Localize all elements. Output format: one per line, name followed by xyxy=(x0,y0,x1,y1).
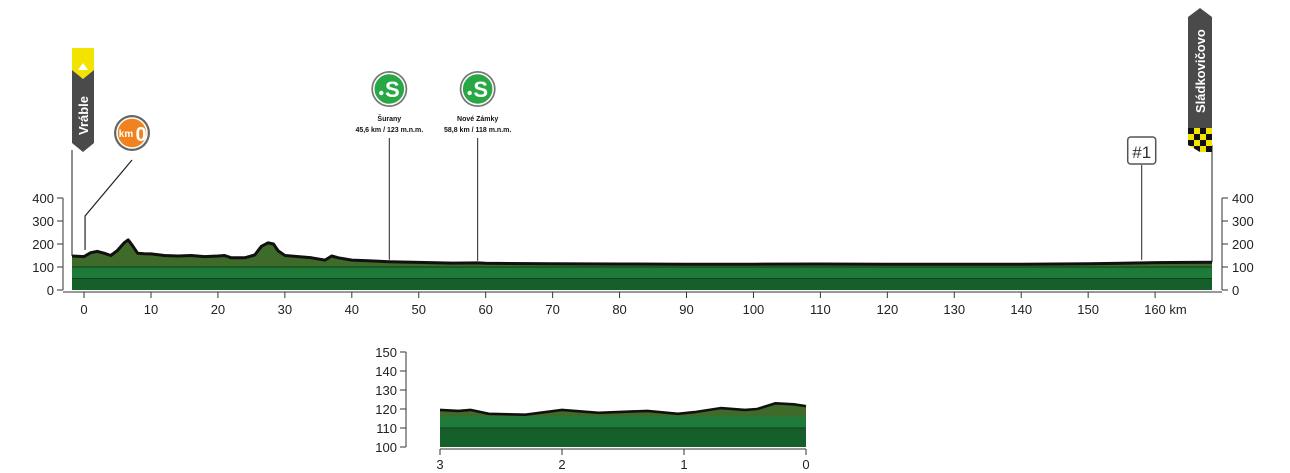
inset-band xyxy=(440,428,806,447)
finish-town-label: Sládkovičovo xyxy=(1193,29,1208,113)
km0-badge xyxy=(116,117,148,149)
x-tick-label: 20 xyxy=(211,302,225,317)
finish-checker xyxy=(1206,134,1212,140)
y-tick-label-left: 200 xyxy=(32,237,54,252)
sprint-badge xyxy=(461,72,494,106)
inset-y-tick-label: 120 xyxy=(375,402,397,417)
finish-checker xyxy=(1188,128,1194,134)
finish-checker xyxy=(1200,146,1206,152)
km0-km-text: km xyxy=(119,129,134,140)
x-tick-label: 30 xyxy=(278,302,292,317)
finish-checker xyxy=(1188,134,1194,140)
inset-y-tick-label: 140 xyxy=(375,364,397,379)
x-tick-label: 10 xyxy=(144,302,158,317)
finish-checker xyxy=(1194,140,1200,146)
x-tick-label: 160 km xyxy=(1144,302,1187,317)
sprint-dot-icon xyxy=(379,90,384,96)
x-tick-label: 70 xyxy=(545,302,559,317)
x-tick-label: 80 xyxy=(612,302,626,317)
y-tick-label-right: 0 xyxy=(1232,283,1239,298)
inset-elevation-area-top xyxy=(440,403,806,417)
sprint-info-label: 45,6 km / 123 m.n.m. xyxy=(355,127,423,134)
y-tick-label-right: 200 xyxy=(1232,237,1254,252)
point-marker-box xyxy=(1126,136,1157,165)
start-marker: Vráble xyxy=(71,48,94,256)
km0-leader-line xyxy=(84,159,133,250)
inset-x-tick-label: 1 xyxy=(680,457,687,472)
point-marker: #1 xyxy=(1126,136,1157,260)
finish-checker xyxy=(1200,134,1206,140)
finish-checker xyxy=(1206,128,1212,134)
point-marker-label: #1 xyxy=(1132,143,1151,162)
finish-checker xyxy=(1206,146,1212,152)
x-tick-label: 50 xyxy=(412,302,426,317)
x-tick-label: 150 xyxy=(1077,302,1099,317)
x-tick-label: 100 xyxy=(743,302,765,317)
y-tick-label-right: 300 xyxy=(1232,214,1254,229)
finish-flag xyxy=(1188,8,1212,130)
finish-checker xyxy=(1200,140,1206,146)
sprint-town-label: Nové Zámky xyxy=(457,116,498,123)
x-tick-label: 90 xyxy=(679,302,693,317)
x-tick-label: 140 xyxy=(1010,302,1032,317)
sprint-badge xyxy=(373,72,406,106)
x-tick-label: 0 xyxy=(80,302,87,317)
inset-y-tick-label: 100 xyxy=(375,440,397,455)
sprint-symbol: S xyxy=(385,77,400,102)
inset-x-tick-label: 2 xyxy=(558,457,565,472)
x-tick-label: 120 xyxy=(876,302,898,317)
elevation-band-0-50 xyxy=(72,278,1212,290)
elevation-profile-line xyxy=(71,238,1213,266)
finish-checker xyxy=(1194,146,1200,152)
x-tick-label: 110 xyxy=(810,302,831,317)
y-tick-label-left: 400 xyxy=(32,191,54,206)
sprint-dot-icon xyxy=(467,90,472,96)
inset-y-tick-label: 110 xyxy=(376,421,397,436)
sprint-town-label: Šurany xyxy=(377,114,401,123)
y-tick-label-right: 400 xyxy=(1232,191,1254,206)
start-town-label: Vráble xyxy=(76,96,91,135)
y-tick-label-left: 300 xyxy=(32,214,54,229)
sprint-info-label: 58,8 km / 118 m.n.m. xyxy=(444,127,511,134)
start-flag xyxy=(72,70,94,152)
y-tick-label-left: 100 xyxy=(32,260,54,275)
inset-x-tick-label: 0 xyxy=(802,457,809,472)
km0-marker: km 0 xyxy=(84,115,150,250)
sprint-symbol: S xyxy=(473,77,488,102)
start-arrow-icon xyxy=(78,63,88,70)
main-elevation-chart: 0 0 100 100 200 200 300 300 400 400 0 10 20 30 40 50 60 7… xyxy=(32,8,1254,317)
x-tick-label: 60 xyxy=(478,302,492,317)
x-tick-label: 40 xyxy=(345,302,359,317)
inset-band-mid xyxy=(440,416,806,428)
finish-checker xyxy=(1194,134,1200,140)
elevation-band-50-100 xyxy=(72,267,1212,279)
x-tick-label: 130 xyxy=(943,302,965,317)
y-tick-label-left: 0 xyxy=(47,283,54,298)
sprint-marker: S Nové Zámky 58,8 km / 118 m.n.m. xyxy=(444,71,511,261)
y-tick-label-right: 100 xyxy=(1232,260,1254,275)
inset-y-tick-label: 150 xyxy=(375,345,397,360)
finish-checker xyxy=(1188,140,1194,146)
finish-flag-notch xyxy=(1188,145,1200,152)
finish-inset-chart: 100 110 120 130 140 150 3 2 1 0 xyxy=(375,345,809,472)
finish-checker xyxy=(1194,128,1200,134)
finish-checker xyxy=(1206,140,1212,146)
inset-profile-line xyxy=(439,402,807,416)
finish-checker xyxy=(1200,128,1206,134)
inset-y-tick-label: 130 xyxy=(375,383,397,398)
inset-x-tick-label: 3 xyxy=(436,457,443,472)
finish-marker: Sládkovičovo xyxy=(1188,8,1213,263)
km0-zero-text: 0 xyxy=(135,124,146,146)
sprint-marker: S Šurany 45,6 km / 123 m.n.m. xyxy=(355,71,423,260)
